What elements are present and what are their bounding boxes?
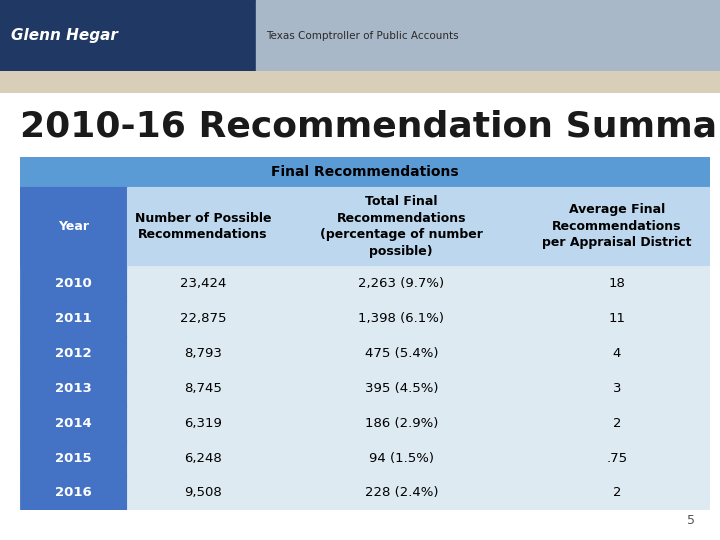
Text: 9,508: 9,508 bbox=[184, 487, 222, 500]
Text: 11: 11 bbox=[608, 312, 625, 325]
Text: .75: .75 bbox=[606, 451, 627, 464]
Bar bbox=[127, 371, 279, 406]
Text: 186 (2.9%): 186 (2.9%) bbox=[364, 417, 438, 430]
Bar bbox=[20, 301, 127, 336]
Bar bbox=[523, 371, 710, 406]
Text: 2: 2 bbox=[613, 487, 621, 500]
Text: 228 (2.4%): 228 (2.4%) bbox=[364, 487, 438, 500]
Text: Number of Possible
Recommendations: Number of Possible Recommendations bbox=[135, 212, 271, 241]
Text: Total Final
Recommendations
(percentage of number
possible): Total Final Recommendations (percentage … bbox=[320, 195, 482, 258]
Text: 2016: 2016 bbox=[55, 487, 92, 500]
Text: 22,875: 22,875 bbox=[180, 312, 226, 325]
Text: 18: 18 bbox=[608, 277, 625, 290]
Bar bbox=[279, 441, 523, 475]
Text: 8,745: 8,745 bbox=[184, 382, 222, 395]
Text: 2: 2 bbox=[613, 417, 621, 430]
Text: 8,793: 8,793 bbox=[184, 347, 222, 360]
Text: 2012: 2012 bbox=[55, 347, 92, 360]
Bar bbox=[20, 187, 127, 266]
Text: 2010: 2010 bbox=[55, 277, 92, 290]
Bar bbox=[523, 406, 710, 441]
Bar bbox=[0, 0, 256, 71]
Bar bbox=[279, 301, 523, 336]
Bar bbox=[20, 336, 127, 371]
Text: 475 (5.4%): 475 (5.4%) bbox=[364, 347, 438, 360]
Bar bbox=[20, 406, 127, 441]
Bar bbox=[523, 336, 710, 371]
Bar bbox=[523, 301, 710, 336]
Bar bbox=[279, 475, 523, 510]
Bar bbox=[279, 406, 523, 441]
Bar bbox=[523, 187, 710, 266]
Bar bbox=[20, 441, 127, 475]
Text: Average Final
Recommendations
per Appraisal District: Average Final Recommendations per Apprai… bbox=[542, 204, 691, 249]
Bar bbox=[279, 266, 523, 301]
Text: 2013: 2013 bbox=[55, 382, 92, 395]
Text: 2015: 2015 bbox=[55, 451, 92, 464]
Text: Year: Year bbox=[58, 220, 89, 233]
Text: 3: 3 bbox=[613, 382, 621, 395]
Bar bbox=[127, 301, 279, 336]
Text: Glenn Hegar: Glenn Hegar bbox=[11, 28, 117, 43]
Text: 2014: 2014 bbox=[55, 417, 92, 430]
Bar bbox=[20, 157, 710, 187]
Bar bbox=[523, 266, 710, 301]
Text: 6,319: 6,319 bbox=[184, 417, 222, 430]
Text: 6,248: 6,248 bbox=[184, 451, 222, 464]
Text: 1,398 (6.1%): 1,398 (6.1%) bbox=[359, 312, 444, 325]
Bar bbox=[523, 475, 710, 510]
Text: Final Recommendations: Final Recommendations bbox=[271, 165, 459, 179]
Text: 2010-16 Recommendation Summary: 2010-16 Recommendation Summary bbox=[20, 110, 720, 144]
Bar bbox=[279, 187, 523, 266]
Bar bbox=[279, 371, 523, 406]
Text: 2011: 2011 bbox=[55, 312, 92, 325]
Bar bbox=[256, 0, 720, 71]
Bar bbox=[20, 475, 127, 510]
Text: 2,263 (9.7%): 2,263 (9.7%) bbox=[358, 277, 444, 290]
Text: 94 (1.5%): 94 (1.5%) bbox=[369, 451, 433, 464]
Bar bbox=[523, 441, 710, 475]
Text: 5: 5 bbox=[687, 514, 695, 526]
Text: 395 (4.5%): 395 (4.5%) bbox=[364, 382, 438, 395]
Bar bbox=[20, 371, 127, 406]
Bar bbox=[127, 406, 279, 441]
Bar bbox=[279, 336, 523, 371]
Bar bbox=[127, 266, 279, 301]
Bar bbox=[127, 336, 279, 371]
Text: 4: 4 bbox=[613, 347, 621, 360]
Bar bbox=[127, 475, 279, 510]
Bar bbox=[20, 266, 127, 301]
Text: Texas Comptroller of Public Accounts: Texas Comptroller of Public Accounts bbox=[266, 31, 459, 40]
Text: 23,424: 23,424 bbox=[180, 277, 226, 290]
Bar bbox=[127, 441, 279, 475]
Bar bbox=[127, 187, 279, 266]
